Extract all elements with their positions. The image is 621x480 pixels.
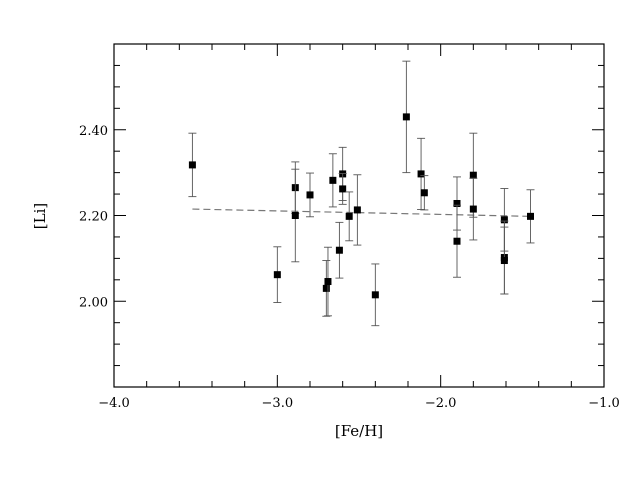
data-point [338, 173, 347, 205]
point-marker [420, 189, 428, 197]
data-point [335, 221, 344, 279]
data-point [469, 177, 478, 241]
data-point [188, 132, 197, 198]
point-marker [469, 171, 477, 179]
data-point [500, 226, 509, 295]
data-point [306, 172, 314, 218]
fit-line-group [192, 208, 531, 217]
point-marker [273, 271, 281, 279]
data-point [453, 204, 461, 278]
data-points [188, 60, 535, 327]
point-marker [339, 185, 347, 193]
data-point [273, 246, 282, 303]
y-tick-label: 2.00 [79, 295, 108, 310]
data-point [323, 246, 332, 317]
fit-line [192, 208, 531, 217]
y-tick-label: 2.20 [79, 210, 108, 225]
x-tick-labels: −4.0 −3.0 −2.0 −1.0 [98, 396, 620, 411]
data-point [328, 153, 337, 208]
point-marker [353, 206, 361, 214]
point-marker [322, 284, 330, 292]
point-marker [188, 161, 196, 169]
x-tick-label: −2.0 [425, 396, 457, 411]
point-marker [324, 278, 332, 286]
data-point [402, 60, 411, 174]
x-tick-label: −3.0 [262, 396, 294, 411]
x-tick-label: −4.0 [98, 396, 130, 411]
y-tick-label: 2.40 [79, 124, 108, 139]
point-marker [291, 212, 299, 219]
data-point [371, 263, 380, 327]
data-point [420, 175, 429, 211]
point-marker [335, 246, 343, 254]
point-marker [453, 237, 461, 245]
point-marker [500, 216, 508, 224]
data-point [322, 260, 331, 317]
data-point [417, 137, 426, 210]
data-point [291, 168, 300, 263]
point-marker [417, 170, 425, 178]
point-marker [469, 205, 477, 213]
y-tick-labels: 2.00 2.20 2.40 [79, 124, 108, 311]
point-marker [500, 257, 508, 265]
point-marker [345, 212, 353, 220]
point-marker [402, 113, 410, 121]
point-marker [527, 212, 534, 220]
x-tick-label: −1.0 [588, 396, 620, 411]
x-axis-label: [Fe/H] [335, 422, 383, 440]
y-axis-label: [Li] [31, 203, 49, 229]
point-marker [453, 199, 461, 207]
point-marker [329, 176, 337, 184]
point-marker [306, 191, 314, 199]
axis-ticks [113, 43, 605, 388]
data-point [345, 191, 354, 242]
point-marker [371, 291, 379, 299]
data-point [526, 189, 535, 244]
data-point [353, 174, 362, 246]
